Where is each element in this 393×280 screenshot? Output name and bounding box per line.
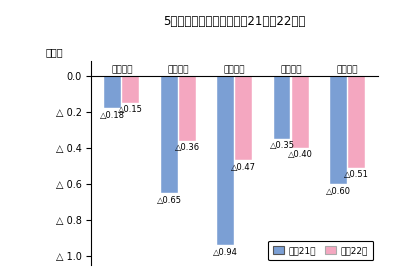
Title: 5圈域別社会増減率（平成21年、22年）: 5圈域別社会増減率（平成21年、22年） <box>163 15 306 28</box>
Bar <box>179 76 196 141</box>
Text: △0.60: △0.60 <box>326 186 351 195</box>
Text: 飛騰圈域: 飛騰圈域 <box>337 66 358 75</box>
Text: 東濃圈域: 東濃圈域 <box>280 66 302 75</box>
Bar <box>217 76 234 245</box>
Legend: 平成21年, 平成22年: 平成21年, 平成22年 <box>268 241 373 260</box>
Text: 岐阜圈域: 岐阜圈域 <box>111 66 132 75</box>
Text: 西濃圈域: 西濃圈域 <box>167 66 189 75</box>
Bar <box>348 76 365 167</box>
Text: △0.94: △0.94 <box>213 248 238 257</box>
Text: △0.51: △0.51 <box>344 170 369 179</box>
Text: △0.40: △0.40 <box>288 150 312 159</box>
Bar <box>292 76 309 148</box>
Text: △0.36: △0.36 <box>174 143 200 152</box>
Bar <box>161 76 178 193</box>
Bar <box>330 76 347 184</box>
Text: △0.47: △0.47 <box>231 163 256 172</box>
Text: △0.35: △0.35 <box>270 141 294 150</box>
Bar <box>104 76 121 108</box>
Text: △0.65: △0.65 <box>157 195 182 204</box>
Text: △0.15: △0.15 <box>118 105 143 114</box>
Bar <box>235 76 252 160</box>
Text: 中濃圈域: 中濃圈域 <box>224 66 245 75</box>
Bar <box>122 76 139 102</box>
Text: △0.18: △0.18 <box>100 111 125 120</box>
Bar <box>274 76 290 139</box>
Text: （％）: （％） <box>45 47 63 57</box>
